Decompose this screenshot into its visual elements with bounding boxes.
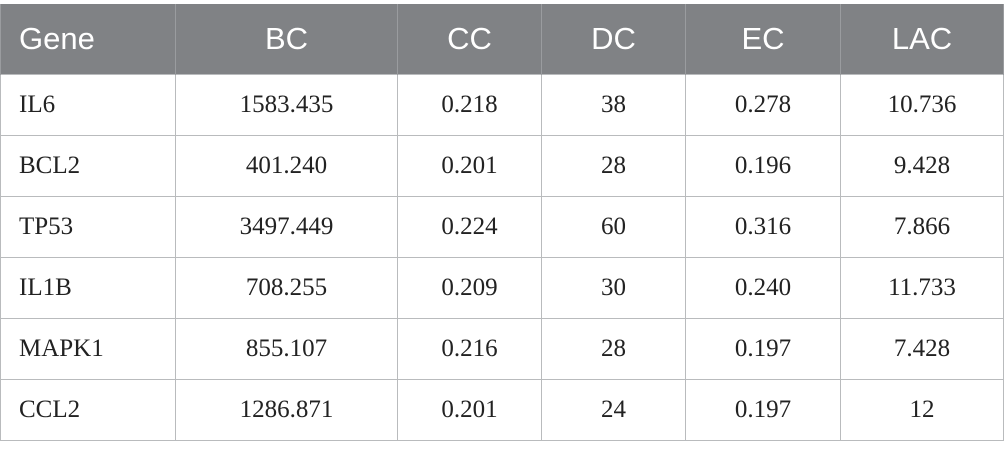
table-row: IL6 1583.435 0.218 38 0.278 10.736 (0, 74, 1004, 136)
cell-ec: 0.197 (685, 318, 841, 380)
column-header-bc: BC (175, 4, 398, 75)
cell-dc: 28 (541, 135, 686, 197)
column-header-lac: LAC (840, 4, 1004, 75)
cell-ec: 0.196 (685, 135, 841, 197)
cell-lac: 10.736 (840, 74, 1004, 136)
cell-bc: 1583.435 (175, 74, 398, 136)
cell-ec: 0.316 (685, 196, 841, 258)
cell-cc: 0.218 (397, 74, 542, 136)
cell-dc: 60 (541, 196, 686, 258)
column-header-cc: CC (397, 4, 542, 75)
cell-dc: 24 (541, 379, 686, 441)
cell-lac: 12 (840, 379, 1004, 441)
column-header-ec: EC (685, 4, 841, 75)
cell-cc: 0.209 (397, 257, 542, 319)
cell-bc: 855.107 (175, 318, 398, 380)
cell-bc: 708.255 (175, 257, 398, 319)
cell-ec: 0.278 (685, 74, 841, 136)
cell-bc: 401.240 (175, 135, 398, 197)
table-row: MAPK1 855.107 0.216 28 0.197 7.428 (0, 318, 1004, 380)
cell-lac: 11.733 (840, 257, 1004, 319)
table-row: TP53 3497.449 0.224 60 0.316 7.866 (0, 196, 1004, 258)
table-row: IL1B 708.255 0.209 30 0.240 11.733 (0, 257, 1004, 319)
column-header-gene: Gene (0, 4, 176, 75)
cell-gene: CCL2 (0, 379, 176, 441)
column-header-dc: DC (541, 4, 686, 75)
cell-gene: IL6 (0, 74, 176, 136)
cell-dc: 28 (541, 318, 686, 380)
table-row: CCL2 1286.871 0.201 24 0.197 12 (0, 379, 1004, 441)
cell-lac: 7.428 (840, 318, 1004, 380)
gene-table: Gene BC CC DC EC LAC IL6 1583.435 0.218 … (0, 4, 1004, 441)
cell-gene: TP53 (0, 196, 176, 258)
cell-bc: 3497.449 (175, 196, 398, 258)
table-row: BCL2 401.240 0.201 28 0.196 9.428 (0, 135, 1004, 197)
cell-gene: BCL2 (0, 135, 176, 197)
data-table-container: Gene BC CC DC EC LAC IL6 1583.435 0.218 … (0, 4, 1004, 441)
header-row: Gene BC CC DC EC LAC (0, 4, 1004, 75)
cell-lac: 7.866 (840, 196, 1004, 258)
cell-cc: 0.224 (397, 196, 542, 258)
cell-dc: 30 (541, 257, 686, 319)
cell-bc: 1286.871 (175, 379, 398, 441)
cell-gene: MAPK1 (0, 318, 176, 380)
cell-ec: 0.240 (685, 257, 841, 319)
cell-dc: 38 (541, 74, 686, 136)
cell-cc: 0.216 (397, 318, 542, 380)
cell-lac: 9.428 (840, 135, 1004, 197)
cell-cc: 0.201 (397, 379, 542, 441)
cell-gene: IL1B (0, 257, 176, 319)
cell-ec: 0.197 (685, 379, 841, 441)
cell-cc: 0.201 (397, 135, 542, 197)
